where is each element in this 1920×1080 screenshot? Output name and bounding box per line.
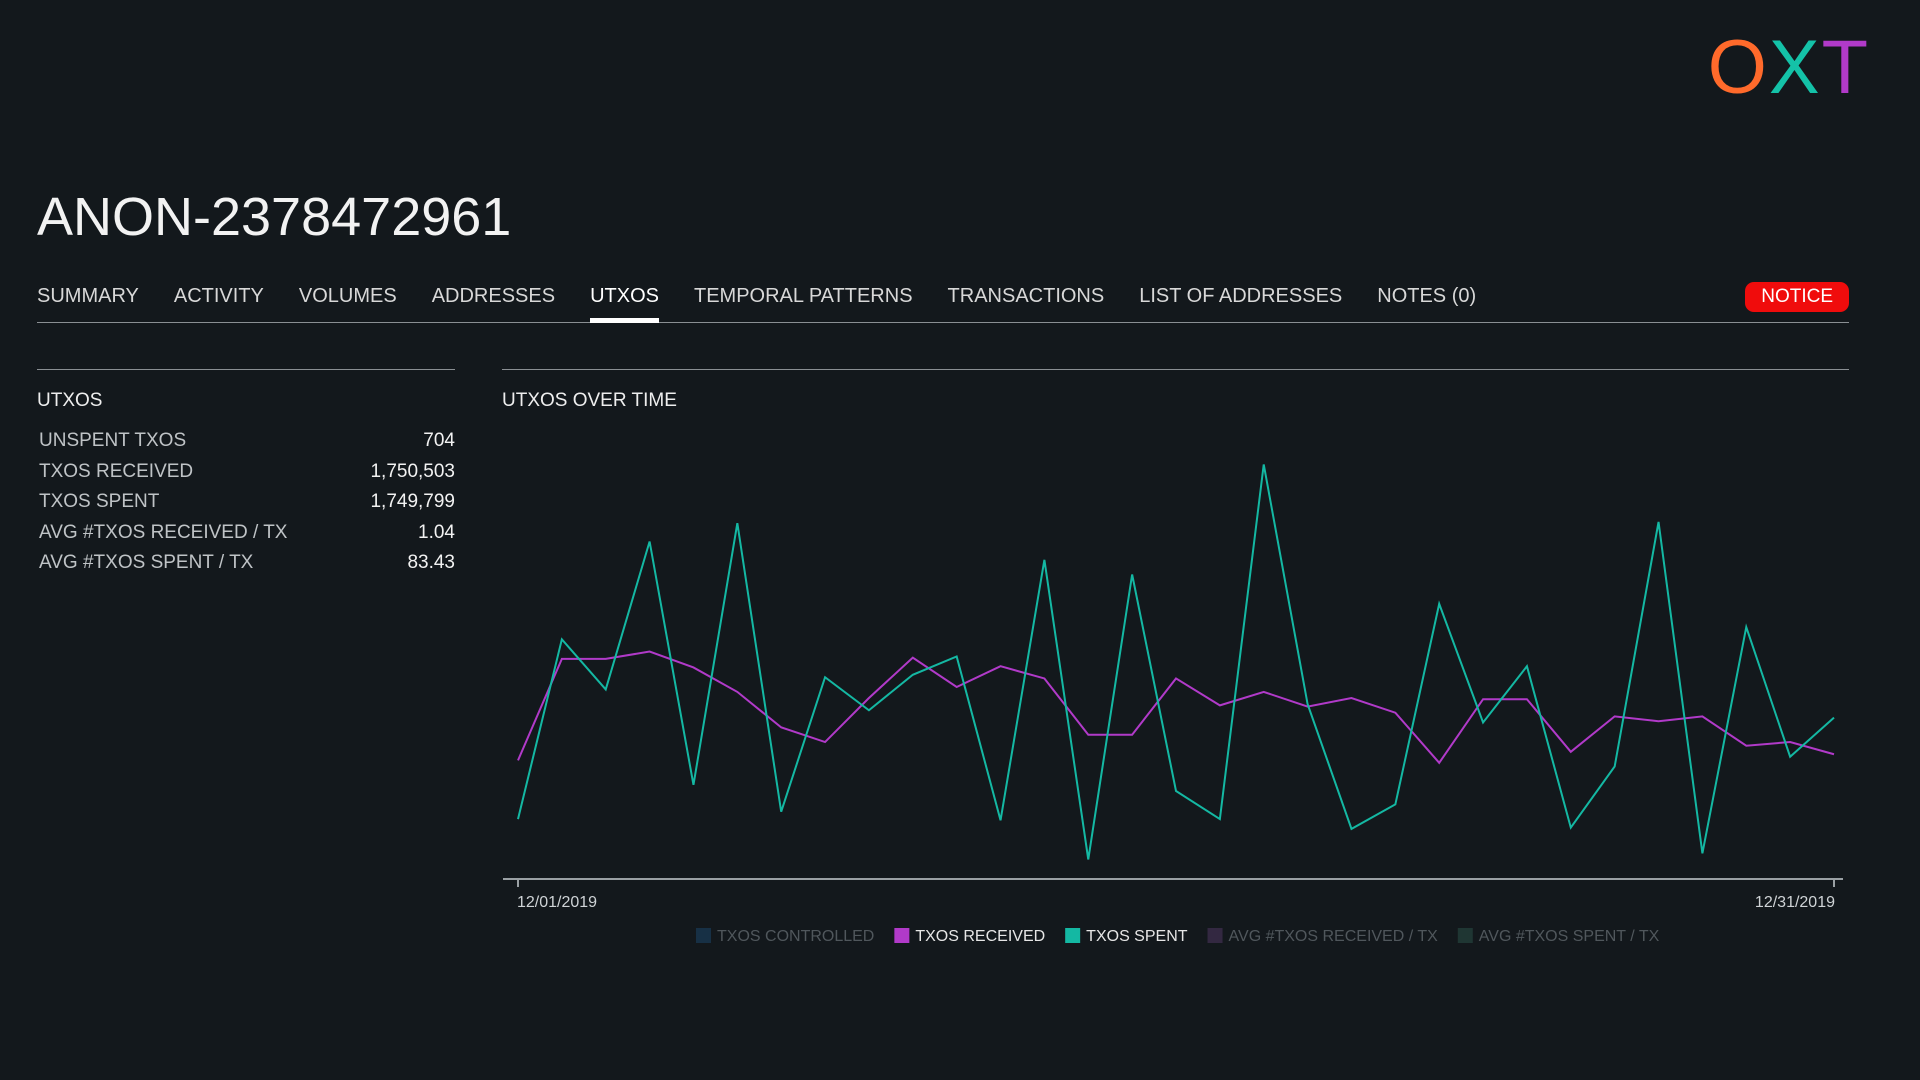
chart-title: UTXOS OVER TIME [502, 390, 677, 411]
legend-swatch [894, 928, 910, 943]
chart-panel: UTXOS OVER TIME [502, 369, 1849, 426]
stat-row: UNSPENT TXOS 704 [37, 426, 455, 457]
tab[interactable]: ADDRESSES [431, 285, 556, 307]
tab[interactable]: VOLUMES [298, 285, 397, 307]
legend-label: AVG #TXOS RECEIVED / TX [1229, 928, 1439, 945]
tab[interactable]: TRANSACTIONS [947, 285, 1105, 307]
x-tick-label: 12/31/2019 [1755, 894, 1835, 911]
tab[interactable]: SUMMARY [37, 285, 139, 307]
legend-label: TXOS SPENT [1086, 928, 1188, 945]
legend-swatch [696, 928, 711, 943]
stat-value: 704 [423, 430, 455, 451]
tab[interactable]: TEMPORAL PATTERNS [693, 285, 913, 307]
tab[interactable]: UTXOS [590, 282, 659, 323]
stat-label: UNSPENT TXOS [39, 430, 187, 451]
series-line [517, 464, 1835, 860]
stat-label: TXOS RECEIVED [39, 460, 194, 482]
stat-label: TXOS SPENT [39, 491, 160, 512]
tab[interactable]: LIST OF ADDRESSES [1139, 285, 1343, 307]
legend-swatch [1207, 928, 1223, 943]
panel-title: UTXOS [37, 390, 103, 411]
series-line [517, 650, 1835, 765]
legend-label: TXOS CONTROLLED [717, 928, 874, 945]
stat-row: AVG #TXOS SPENT / TX 83.43 [37, 548, 455, 579]
stat-value: 83.43 [407, 552, 455, 573]
legend-swatch [1065, 928, 1081, 943]
stat-row: TXOS RECEIVED 1,750,503 [37, 457, 455, 488]
entity-title: ANON-2378472961 [37, 187, 512, 247]
stat-row: TXOS SPENT 1,749,799 [37, 487, 455, 518]
logo: OXT [1707, 25, 1870, 110]
legend-swatch [1457, 928, 1473, 943]
stat-value: 1,749,799 [370, 491, 455, 512]
stat-value: 1.04 [418, 521, 455, 543]
stat-label: AVG #TXOS RECEIVED / TX [39, 521, 288, 543]
stat-row: AVG #TXOS RECEIVED / TX 1.04 [37, 518, 455, 549]
legend-label: AVG #TXOS SPENT / TX [1479, 928, 1660, 945]
tab[interactable]: NOTES (0) [1377, 285, 1477, 307]
tab[interactable]: ACTIVITY [173, 285, 264, 307]
legend-label: TXOS RECEIVED [915, 928, 1045, 945]
tab-bar: SUMMARY ACTIVITY VOLUMES ADDRESSES UTXOS TEMP… [37, 282, 1849, 323]
x-tick-label: 12/01/2019 [517, 894, 597, 911]
stat-label: AVG #TXOS SPENT / TX [39, 552, 254, 573]
utxo-panel: UTXOS UNSPENT TXOS 704 TXOS RECEIVED 1,750,… [37, 369, 455, 579]
stat-value: 1,750,503 [370, 460, 455, 482]
notice-button[interactable]: NOTICE [1745, 282, 1849, 312]
